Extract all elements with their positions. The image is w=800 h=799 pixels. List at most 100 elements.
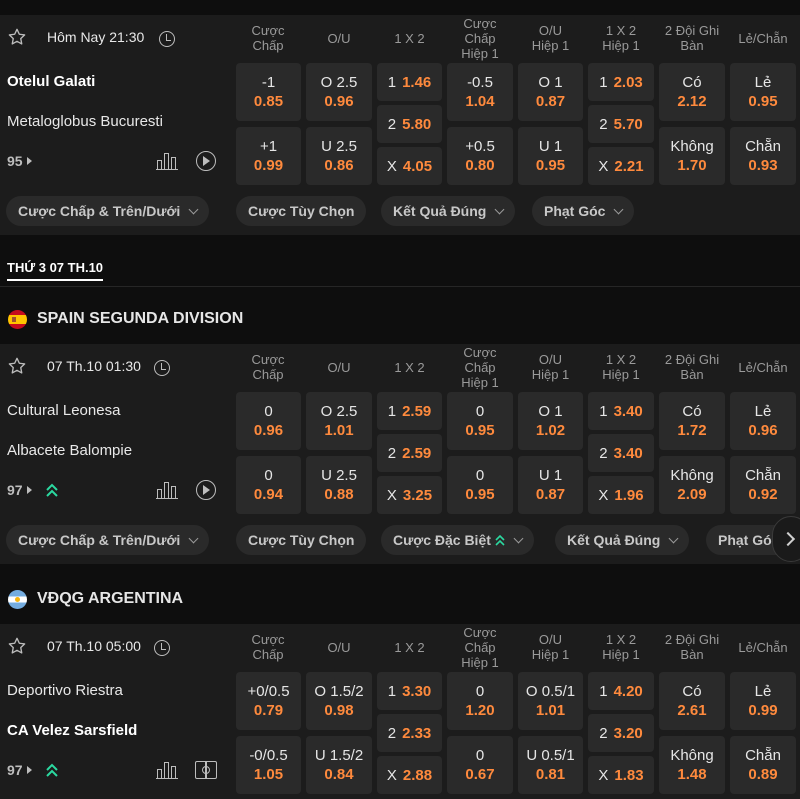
chip-special-bet[interactable]: Cược Đặc Biệt [381, 525, 534, 555]
odds-1x2-h1-draw[interactable]: X 1.96 [588, 476, 654, 514]
odds-1x2-h1-draw[interactable]: X 1.83 [588, 756, 654, 794]
odds-ou-h1-over[interactable]: O 0.5/1 1.01 [518, 672, 583, 730]
play-icon[interactable] [196, 480, 216, 500]
more-markets-link[interactable]: 97 [7, 482, 32, 498]
col-header-1x2-h1: 1 X 2 Hiệp 1 [602, 352, 640, 382]
clock-icon [159, 31, 175, 47]
odds-1x2-h1-away[interactable]: 2 5.70 [588, 105, 654, 143]
chip-handicap-ou[interactable]: Cược Chấp & Trên/Dưới [6, 196, 210, 226]
odds-value: 2.21 [614, 157, 644, 175]
chip-correct-score[interactable]: Kết Quả Đúng [555, 525, 690, 555]
odds-1x2-h1-away[interactable]: 2 3.20 [588, 714, 654, 752]
chip-correct-score[interactable]: Kết Quả Đúng [381, 196, 516, 226]
odds-ou-under[interactable]: U 1.5/2 0.84 [306, 736, 372, 794]
odds-1x2-h1-away[interactable]: 2 3.40 [588, 434, 654, 472]
odds-btts-no[interactable]: Không 2.09 [659, 456, 725, 514]
stats-icon[interactable] [156, 152, 178, 170]
odds-1x2-home[interactable]: 1 1.46 [377, 63, 442, 101]
odds-1x2-draw[interactable]: X 4.05 [377, 147, 442, 185]
odds-handicap-h1-away[interactable]: 0 0.95 [447, 456, 513, 514]
handicap-line: 0 [264, 403, 273, 420]
odds-handicap-away[interactable]: -0/0.5 1.05 [236, 736, 301, 794]
handicap-line: 0 [475, 467, 485, 484]
odds-handicap-away[interactable]: +1 0.99 [236, 127, 301, 185]
odds-ou-h1-under[interactable]: U 1 0.95 [518, 127, 583, 185]
star-icon[interactable] [7, 27, 27, 47]
odds-value: 1.72 [677, 422, 707, 439]
star-icon[interactable] [7, 356, 27, 376]
odds-handicap-away[interactable]: 0 0.94 [236, 456, 301, 514]
odds-ou-over[interactable]: O 2.5 0.96 [306, 63, 372, 121]
odds-handicap-h1-away[interactable]: 0 0.67 [447, 736, 513, 794]
odds-value: 0.95 [465, 486, 495, 503]
odds-1x2-home[interactable]: 1 3.30 [377, 672, 442, 710]
chip-corners[interactable]: Phạt Góc [532, 196, 635, 226]
chip-handicap-ou[interactable]: Cược Chấp & Trên/Dưới [6, 525, 210, 555]
star-icon[interactable] [7, 636, 27, 656]
away-team[interactable]: Albacete Balompie [7, 442, 133, 459]
odds-1x2-away[interactable]: 2 2.59 [377, 434, 442, 472]
odds-btts-no[interactable]: Không 1.48 [659, 736, 725, 794]
odds-ou-over[interactable]: O 2.5 1.01 [306, 392, 372, 450]
stats-icon[interactable] [156, 481, 178, 499]
home-team[interactable]: Otelul Galati [7, 73, 96, 90]
odds-1x2-home[interactable]: 1 2.59 [377, 392, 442, 430]
col-header-btts: 2 Đội Ghi Bàn [664, 352, 720, 382]
chip-label: Cược Đặc Biệt [393, 532, 491, 548]
play-icon[interactable] [196, 151, 216, 171]
home-team[interactable]: Deportivo Riestra [7, 682, 123, 699]
chip-label: Cược Tùy Chọn [248, 532, 355, 548]
odds-1x2-draw[interactable]: X 3.25 [377, 476, 442, 514]
odds-odd[interactable]: Lẻ 0.95 [730, 63, 796, 121]
odds-1x2-draw[interactable]: X 2.88 [377, 756, 442, 794]
chevron-right-icon[interactable] [772, 516, 800, 562]
odds-ou-under[interactable]: U 2.5 0.86 [306, 127, 372, 185]
odds-btts-yes[interactable]: Có 2.12 [659, 63, 725, 121]
outcome-label: 1 [599, 402, 608, 420]
league-header-argentina[interactable]: VĐQG ARGENTINA [8, 588, 183, 610]
odds-1x2-h1-home[interactable]: 1 4.20 [588, 672, 654, 710]
odds-value: 2.88 [402, 766, 433, 784]
odds-handicap-home[interactable]: -1 0.85 [236, 63, 301, 121]
odds-ou-h1-under[interactable]: U 1 0.87 [518, 456, 583, 514]
odds-1x2-away[interactable]: 2 2.33 [377, 714, 442, 752]
odds-handicap-h1-home[interactable]: -0.5 1.04 [447, 63, 513, 121]
odds-even[interactable]: Chẵn 0.89 [730, 736, 796, 794]
more-markets-link[interactable]: 97 [7, 762, 32, 778]
ou-line: O 1 [538, 403, 563, 420]
odds-1x2-h1-home[interactable]: 1 2.03 [588, 63, 654, 101]
chip-custom-bet[interactable]: Cược Tùy Chọn [236, 196, 367, 226]
odds-ou-h1-over[interactable]: O 1 1.02 [518, 392, 583, 450]
odds-rising-icon [46, 483, 58, 497]
outcome-label: 2 [599, 724, 608, 742]
odds-ou-under[interactable]: U 2.5 0.88 [306, 456, 372, 514]
odds-handicap-home[interactable]: 0 0.96 [236, 392, 301, 450]
home-team[interactable]: Cultural Leonesa [7, 402, 121, 419]
odds-handicap-h1-home[interactable]: 0 1.20 [447, 672, 513, 730]
odds-btts-no[interactable]: Không 1.70 [659, 127, 725, 185]
odds-ou-h1-over[interactable]: O 1 0.87 [518, 63, 583, 121]
odds-even[interactable]: Chẵn 0.92 [730, 456, 796, 514]
away-team[interactable]: Metaloglobus Bucuresti [7, 113, 163, 130]
odds-handicap-home[interactable]: +0/0.5 0.79 [236, 672, 301, 730]
odds-1x2-away[interactable]: 2 5.80 [377, 105, 442, 143]
odds-handicap-h1-away[interactable]: +0.5 0.80 [447, 127, 513, 185]
chip-custom-bet[interactable]: Cược Tùy Chọn [236, 525, 367, 555]
col-header-ou: O/U [327, 30, 351, 46]
odds-btts-yes[interactable]: Có 1.72 [659, 392, 725, 450]
stats-icon[interactable] [156, 761, 178, 779]
league-header-spain[interactable]: SPAIN SEGUNDA DIVISION [8, 308, 243, 330]
odds-handicap-h1-home[interactable]: 0 0.95 [447, 392, 513, 450]
odds-ou-h1-under[interactable]: U 0.5/1 0.81 [518, 736, 583, 794]
pitch-icon[interactable] [195, 761, 217, 779]
odds-1x2-h1-draw[interactable]: X 2.21 [588, 147, 654, 185]
away-team[interactable]: CA Velez Sarsfield [7, 722, 138, 739]
odds-1x2-h1-home[interactable]: 1 3.40 [588, 392, 654, 430]
odds-odd[interactable]: Lẻ 0.99 [730, 672, 796, 730]
odds-ou-over[interactable]: O 1.5/2 0.98 [306, 672, 372, 730]
odds-btts-yes[interactable]: Có 2.61 [659, 672, 725, 730]
more-markets-link[interactable]: 95 [7, 153, 32, 169]
odds-even[interactable]: Chẵn 0.93 [730, 127, 796, 185]
odds-odd[interactable]: Lẻ 0.96 [730, 392, 796, 450]
odds-value: 0.98 [324, 702, 354, 719]
